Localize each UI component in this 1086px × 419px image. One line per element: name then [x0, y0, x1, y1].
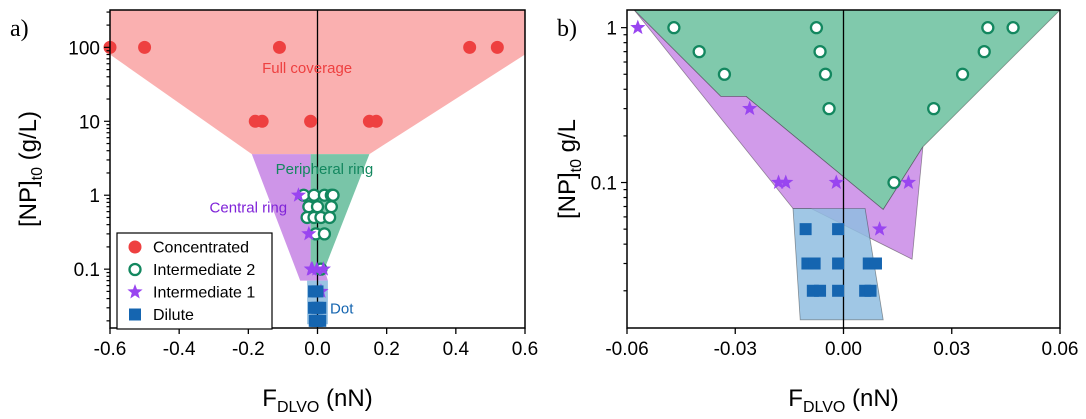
data-point — [255, 114, 269, 128]
x-tick-label: 0.2 — [373, 339, 399, 360]
x-tick-label: 0.6 — [512, 339, 538, 360]
x-tick-label: 0.0 — [304, 339, 330, 360]
data-point — [832, 223, 845, 236]
panel-label: b) — [557, 16, 577, 42]
series-dilute — [799, 223, 882, 297]
data-point — [324, 200, 338, 214]
legend-marker — [128, 240, 142, 254]
x-tick-label: -0.03 — [714, 339, 757, 360]
data-point — [809, 20, 824, 35]
legend-label: Intermediate 2 — [153, 262, 255, 279]
data-point — [138, 40, 152, 54]
data-point — [463, 40, 477, 54]
x-tick-label: 0.4 — [443, 339, 470, 360]
x-tick-label: 0.06 — [1042, 339, 1079, 360]
data-point — [301, 225, 317, 241]
data-point — [490, 40, 504, 54]
x-tick-label: 0.03 — [933, 339, 970, 360]
legend-box — [116, 232, 273, 330]
data-point — [981, 20, 995, 35]
data-point — [778, 174, 794, 189]
x-tick-label: -0.06 — [605, 339, 648, 360]
data-point — [309, 261, 325, 276]
data-point — [311, 285, 324, 298]
legend-marker — [129, 308, 141, 321]
region-central-ring — [251, 154, 328, 281]
region-label-central-ring: Central ring — [210, 200, 288, 217]
region-label-dot: Dot — [330, 301, 354, 318]
data-point — [869, 257, 882, 270]
data-point — [667, 20, 681, 35]
data-point — [799, 223, 812, 236]
data-point — [927, 101, 941, 116]
x-tick-label: -0.6 — [94, 339, 127, 360]
data-point — [770, 174, 787, 189]
x-axis-title: FDLVO (nN) — [262, 385, 372, 416]
y-tick-label: 10 — [79, 112, 100, 133]
data-point — [832, 257, 845, 270]
data-point — [290, 187, 307, 202]
data-point — [1006, 20, 1020, 35]
legend-label: Intermediate 1 — [153, 285, 255, 302]
legend-label: Dilute — [153, 307, 194, 324]
data-point — [630, 19, 646, 35]
x-tick-label: 0.00 — [825, 339, 862, 360]
data-point — [369, 114, 383, 128]
data-point — [814, 284, 827, 297]
data-point — [832, 284, 845, 297]
x-tick-label: -0.4 — [163, 339, 196, 360]
y-axis-title: [NP]t0 g/L — [554, 119, 585, 219]
panel-a: Full coverage Peripheral ring Central ring… — [10, 9, 538, 416]
data-point — [900, 174, 917, 189]
legend-marker — [128, 262, 142, 277]
y-tick-label: 1 — [606, 19, 617, 40]
y-tick-label: 100 — [68, 38, 100, 59]
data-point — [317, 227, 332, 241]
legend-label: Concentrated — [153, 240, 249, 257]
data-point — [314, 301, 327, 314]
x-axis-title: FDLVO (nN) — [788, 385, 898, 416]
data-point — [864, 284, 877, 297]
data-point — [822, 101, 836, 116]
data-point — [692, 44, 706, 59]
data-point — [272, 40, 286, 54]
data-point — [808, 257, 821, 270]
data-point — [310, 200, 325, 214]
data-point — [818, 67, 833, 81]
panel-label: a) — [10, 16, 29, 42]
panel-b: -0.06 -0.03 0.00 0.03 0.06 0.1 1 FDLVO (nN) [NP]… — [554, 9, 1079, 416]
data-point — [717, 67, 732, 81]
legend-marker — [127, 284, 143, 299]
data-point — [326, 188, 340, 202]
series-concentrated — [103, 40, 504, 128]
region-label-full-coverage: Full coverage — [262, 60, 352, 77]
y-tick-label: 0.1 — [591, 174, 617, 195]
series-intermediate-1 — [630, 19, 917, 236]
region-label-peripheral-ring: Peripheral ring — [276, 161, 374, 178]
data-point — [887, 175, 901, 190]
data-point — [977, 44, 991, 59]
y-axis-title: [NP]t0 (g/L) — [15, 111, 46, 227]
data-point — [314, 314, 327, 327]
data-point — [828, 174, 844, 189]
data-point — [955, 67, 970, 81]
series-intermediate-2 — [297, 188, 340, 276]
data-point — [742, 100, 758, 116]
y-tick-label: 0.1 — [74, 260, 100, 281]
data-point — [813, 44, 827, 59]
legend: Concentrated Intermediate 2 Intermediate 1… — [116, 232, 273, 330]
data-point — [871, 221, 888, 236]
data-point — [322, 210, 337, 225]
x-tick-label: -0.2 — [232, 339, 265, 360]
series-intermediate-2 — [667, 20, 1020, 190]
y-tick-label: 1 — [89, 186, 100, 207]
data-point — [315, 261, 331, 276]
data-point — [304, 114, 318, 128]
series-dilute — [308, 285, 327, 327]
